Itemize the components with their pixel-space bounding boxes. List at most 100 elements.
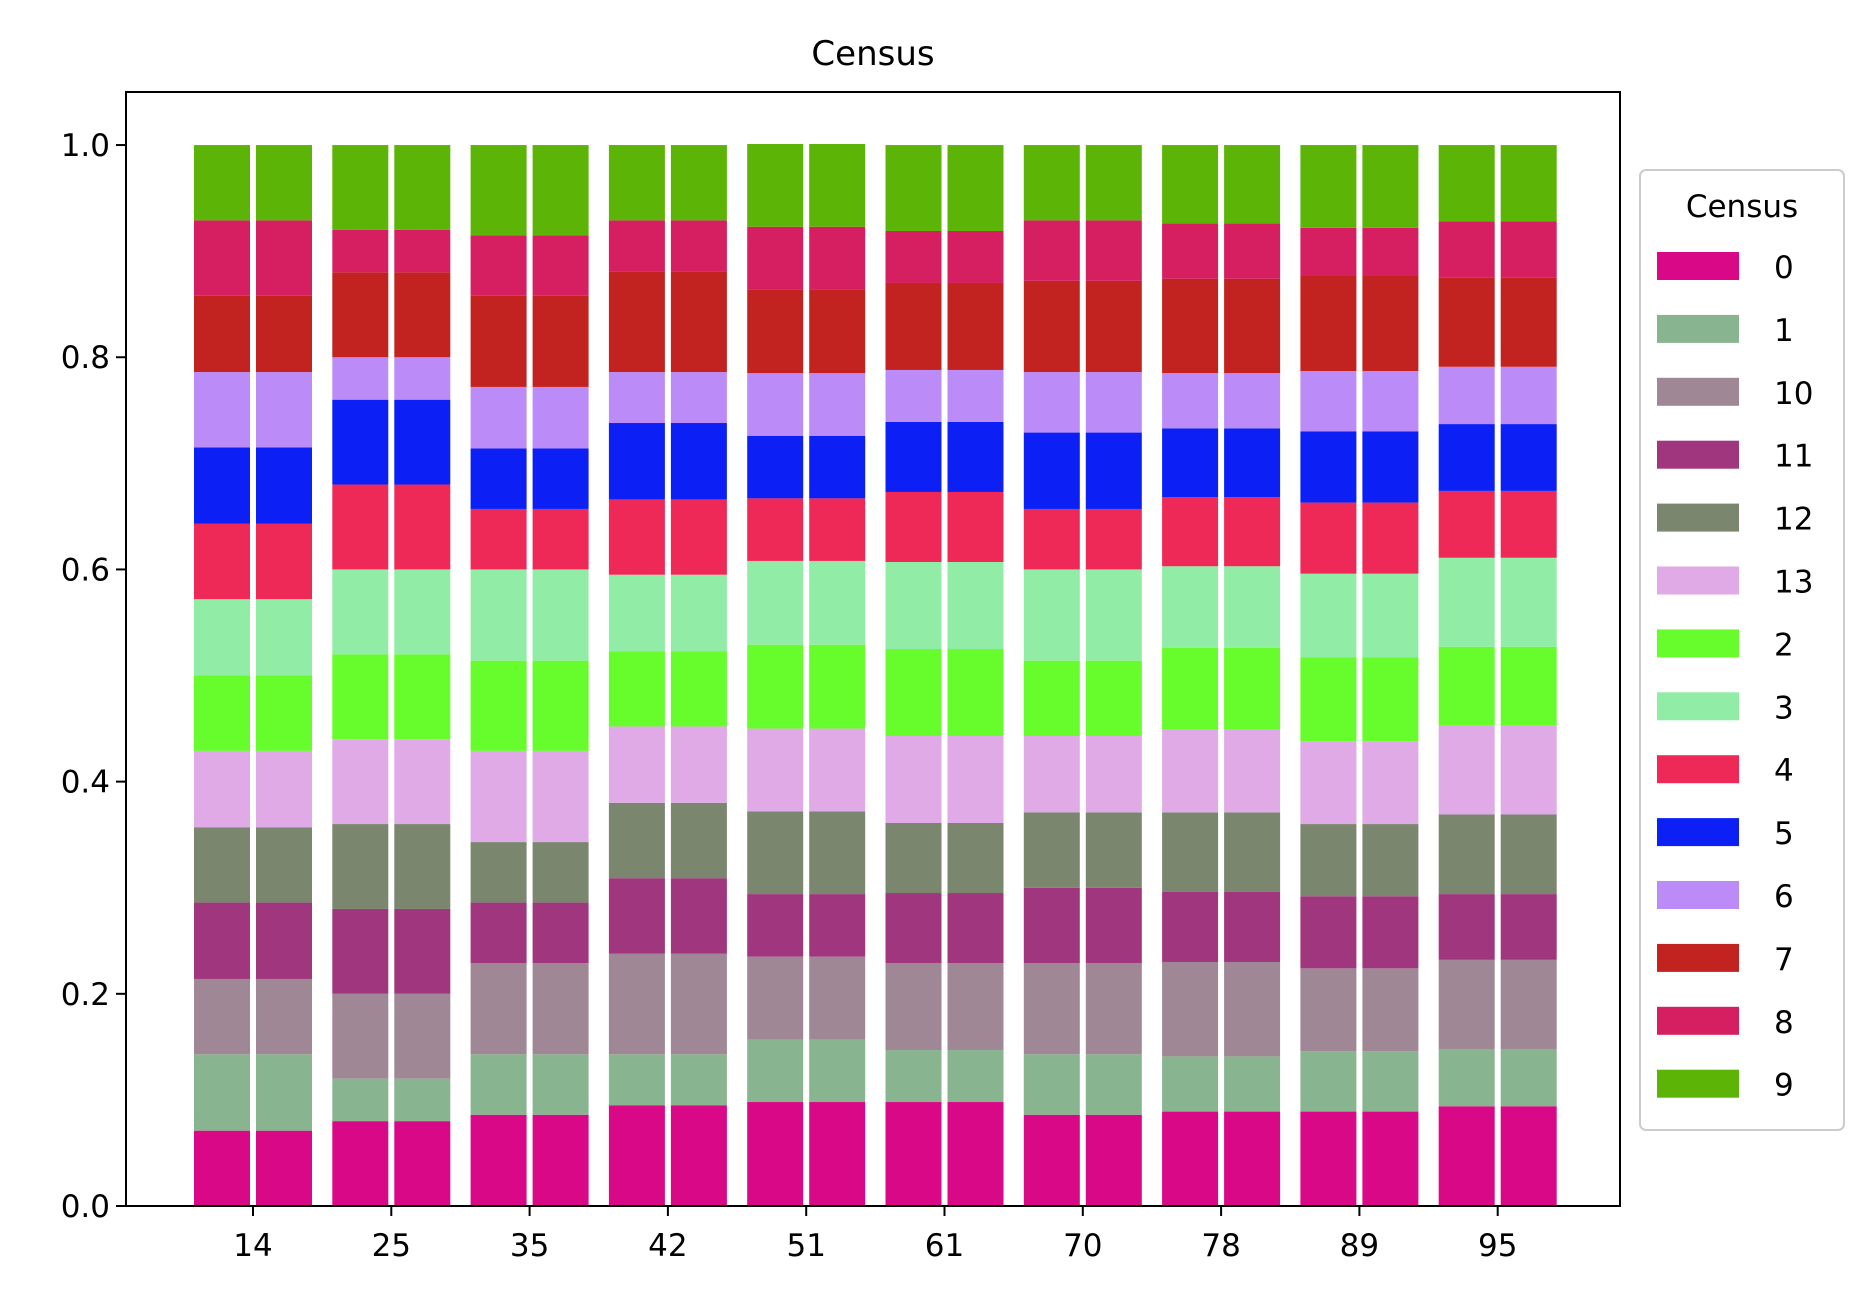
bar-segment-25-1-series-10 [332,993,389,1079]
bar-segment-78-2-series-4 [1224,497,1281,567]
bar-segment-95-1-series-1 [1438,1048,1495,1107]
bar-segment-78-2-series-0 [1224,1111,1281,1206]
bar-segment-89-2-series-9 [1362,145,1419,228]
bar-segment-95-1-series-6 [1438,366,1495,425]
x-tick-label: 14 [233,1228,272,1264]
bar-segment-70-2-series-8 [1085,220,1142,281]
bar-segment-89-1-series-10 [1300,968,1357,1052]
bar-segment-25-1-series-6 [332,357,389,400]
bar-segment-42-1-series-13 [608,726,665,803]
x-tick-label: 61 [925,1228,964,1264]
bar-segment-95-1-series-3 [1438,557,1495,647]
bar-segment-51-2-series-5 [809,435,866,499]
bar-segment-89-1-series-0 [1300,1111,1357,1206]
bar-segment-70-1-series-6 [1023,372,1080,433]
bar-segment-51-2-series-10 [809,956,866,1040]
bar-segment-78-1-series-3 [1162,566,1219,648]
bar-segment-70-1-series-7 [1023,280,1080,373]
bar-segment-25-1-series-4 [332,484,389,570]
bar-segment-51-1-series-0 [747,1102,804,1206]
bar-segment-51-2-series-6 [809,373,866,436]
x-tick-label: 78 [1201,1228,1240,1264]
bar-segment-70-1-series-2 [1023,660,1080,736]
bar-segment-25-1-series-2 [332,654,389,740]
x-tick-label: 25 [372,1228,411,1264]
bar-segment-95-2-series-4 [1500,490,1557,558]
bar-segment-14-2-series-2 [256,675,312,751]
bar-segment-42-1-series-10 [608,953,665,1055]
bar-segment-42-2-series-2 [670,651,727,727]
bar-segment-51-2-series-4 [809,498,866,561]
bar-segment-61-1-series-11 [885,893,942,964]
bar-segment-78-2-series-9 [1224,145,1281,224]
bar-segment-61-1-series-10 [885,963,942,1051]
bar-segment-25-1-series-5 [332,399,389,485]
bar-segment-78-1-series-11 [1162,891,1219,962]
bar-segment-61-2-series-0 [947,1102,1004,1206]
bar-segment-35-1-series-11 [470,902,527,964]
bar-segment-78-2-series-8 [1224,223,1281,279]
bar-segment-95-1-series-12 [1438,814,1495,895]
bar-segment-61-2-series-7 [947,282,1004,370]
plot-area-frame [125,91,1621,1207]
bar-segment-89-1-series-1 [1300,1051,1357,1112]
bar-segment-89-1-series-9 [1300,145,1357,228]
x-tick-label: 51 [786,1228,825,1264]
bar-segment-25-2-series-9 [394,145,451,230]
bar-segment-42-2-series-3 [670,574,727,652]
bar-segment-42-1-series-4 [608,499,665,575]
bar-segment-51-1-series-6 [747,373,804,436]
bar-segment-25-1-series-11 [332,908,389,994]
legend-title: Census [1686,189,1798,225]
bar-segment-35-1-series-4 [470,508,527,570]
bar-segment-25-2-series-6 [394,357,451,400]
bar-segment-61-1-series-0 [885,1102,942,1206]
bar-segment-42-1-series-2 [608,651,665,727]
bar-segment-89-1-series-13 [1300,741,1357,825]
bar-segment-95-1-series-4 [1438,490,1495,558]
bar-segment-95-2-series-7 [1500,277,1557,367]
bar-segment-25-1-series-8 [332,229,389,273]
bar-segment-89-2-series-0 [1362,1111,1419,1206]
bar-segment-61-1-series-12 [885,823,942,894]
bar-segment-25-2-series-12 [394,824,451,909]
bar-segment-25-2-series-11 [394,908,451,994]
bar-segment-89-2-series-4 [1362,502,1419,574]
bar-segment-35-2-series-13 [532,750,589,843]
legend: Census 0 1 10 11 12 13 2 3 4 5 6 7 8 9 [1639,169,1845,1131]
legend-label-4: 4 [1774,753,1794,789]
bar-segment-70-2-series-7 [1085,280,1142,373]
bar-segment-35-2-series-3 [532,569,589,661]
bar-segment-78-1-series-2 [1162,647,1219,730]
bar-segment-89-1-series-8 [1300,227,1357,276]
legend-label-0: 0 [1774,250,1794,286]
bar-segment-42-1-series-11 [608,878,665,954]
bar-segment-25-1-series-3 [332,569,389,655]
bar-segment-42-2-series-8 [670,220,727,272]
bar-segment-25-2-series-8 [394,229,451,273]
legend-label-10: 10 [1774,376,1813,412]
legend-swatch-1 [1657,314,1739,343]
bar-segment-95-2-series-10 [1500,959,1557,1049]
bar-segment-51-1-series-8 [747,226,804,290]
bar-segment-42-1-series-8 [608,220,665,272]
bar-segment-42-2-series-4 [670,499,727,575]
legend-swatch-10 [1657,377,1739,406]
bar-segment-70-2-series-12 [1085,812,1142,888]
bar-segment-42-1-series-1 [608,1054,665,1106]
bar-segment-95-2-series-13 [1500,725,1557,815]
bar-segment-61-1-series-6 [885,369,942,422]
bar-segment-25-2-series-13 [394,739,451,825]
bar-segment-35-2-series-11 [532,902,589,964]
bar-segment-35-2-series-6 [532,386,589,449]
bar-segment-61-2-series-6 [947,369,1004,422]
bar-segment-14-1-series-7 [194,295,250,373]
bar-segment-70-2-series-2 [1085,660,1142,736]
bar-segment-14-2-series-6 [256,372,312,448]
bar-segment-42-2-series-0 [670,1105,727,1206]
bar-segment-51-1-series-5 [747,435,804,499]
bar-segment-95-2-series-5 [1500,424,1557,491]
bar-segment-70-1-series-9 [1023,145,1080,221]
bar-segment-78-2-series-5 [1224,428,1281,498]
